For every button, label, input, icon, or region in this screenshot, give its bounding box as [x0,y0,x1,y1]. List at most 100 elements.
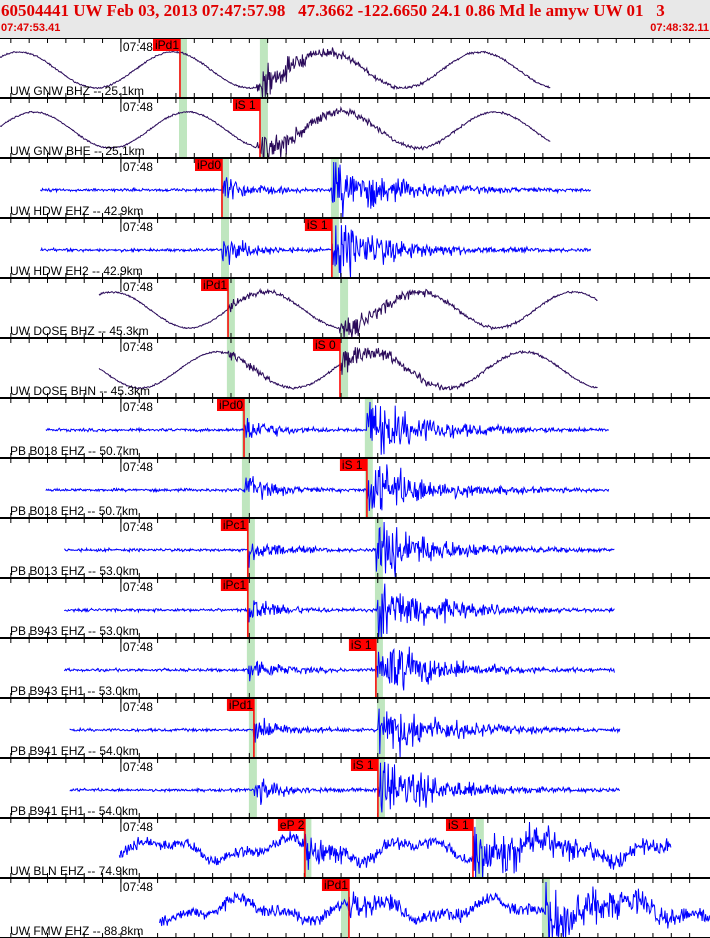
waveform-trace [0,105,551,159]
pick-window-band [241,458,250,518]
window-end-time: 07:48:32.11 [650,22,709,34]
station-label: UW DOSE BHZ -- 45.3km [10,324,149,338]
window-start-time: 07:47:53.41 [1,22,61,34]
pick-label: iS 1 [351,638,372,652]
station-label: PB B018 EH2 -- 50.7km [10,504,138,518]
station-label: UW DOSE BHN -- 45.3km [10,384,150,398]
trace-panel: 07:48 PB B013 EHZ -- 53.0km iPc1 [0,517,710,579]
minute-mark-label: 07:48 [123,100,153,114]
pick-label: iPc1 [223,518,247,532]
trace-panel: 07:48 UW DOSE BHZ -- 45.3km iPd1 [0,277,710,339]
trace-panel: 07:48 UW BLN EHZ -- 74.9km eP 2 iS 1 [0,817,710,879]
minute-mark-label: 07:48 [123,460,153,474]
event-title: 60504441 UW Feb 03, 2013 07:47:57.98 47.… [1,1,665,20]
trace-panel: 07:48 PB B943 EHZ -- 53.0km iPc1 [0,577,710,639]
station-label: PB B018 EHZ -- 50.7km [10,444,139,458]
waveform-trace [69,708,621,758]
pick-label: iS 1 [235,98,256,112]
station-label: UW FMW EHZ -- 88.8km [10,924,143,938]
pick-window-band [340,278,349,338]
waveform-trace [98,347,598,391]
pick-label-box [339,459,367,471]
pick-window-band [226,338,235,398]
waveform-trace [118,821,672,879]
pick-label-box [152,39,180,51]
pick-label: iPd1 [229,698,253,712]
pick-window-band [248,758,257,818]
pick-window-band [259,98,268,158]
trace-panel: 07:48 UW DOSE BHN -- 45.3km iS 0 [0,337,710,399]
station-label: UW GNW BHE -- 25.1km [10,144,145,158]
pick-window-band [340,878,349,938]
pick-window-band [178,98,187,158]
minute-mark-label: 07:48 [123,160,153,174]
trace-panel: 07:48 PB B018 EH2 -- 50.7km iS 1 [0,457,710,519]
pick-label-box [232,99,260,111]
trace-panel: 07:48 PB B943 EH1 -- 53.0km iS 1 [0,637,710,699]
pick-window-band [259,38,268,98]
pick-window-band [374,638,383,698]
minute-mark-label: 07:48 [123,820,153,834]
pick-label: iPc1 [223,578,247,592]
station-label: UW HDW EHZ -- 42.9km [10,204,143,218]
station-label: PB B943 EHZ -- 53.0km [10,624,139,638]
pick-label-box [350,759,378,771]
minute-mark-label: 07:48 [123,700,153,714]
waveform-trace [69,761,620,813]
pick-label: iPd0 [219,398,243,412]
pick-label-box [445,819,473,831]
trace-panel: 07:48 PB B941 EHZ -- 54.0km iPd1 [0,697,710,759]
pick-window-band [374,578,383,638]
trace-panel: 07:48 PB B018 EHZ -- 50.7km iPd0 [0,397,710,459]
pick-label: iS 1 [353,758,374,772]
pick-label-box [277,819,305,831]
pick-window-band [330,218,339,278]
pick-label: iPd1 [324,878,348,892]
waveform-trace [40,161,591,219]
pick-label: iPd0 [197,158,221,172]
minute-mark-label: 07:48 [123,640,153,654]
pick-label: eP 2 [280,818,305,832]
station-label: PB B943 EH1 -- 53.0km [10,684,138,698]
waveform-trace [64,583,615,639]
pick-label: iS 0 [315,338,336,352]
pick-label: iPd1 [203,278,227,292]
trace-panel: 07:48 UW GNW BHE -- 25.1km iS 1 [0,97,710,159]
pick-label: iS 1 [307,218,328,232]
trace-panel: 07:48 UW GNW BHZ -- 25.1km iPd1 [0,38,710,99]
pick-label: iPd1 [155,38,179,52]
waveform-trace [64,521,615,578]
minute-mark-label: 07:48 [123,280,153,294]
pick-label-box [348,639,376,651]
minute-mark-label: 07:48 [123,40,153,54]
minute-mark-label: 07:48 [123,520,153,534]
waveform-trace [0,47,551,99]
pick-label-box [304,219,332,231]
station-label: PB B013 EHZ -- 53.0km [10,564,139,578]
minute-mark-label: 07:48 [123,400,153,414]
pick-label-box [226,699,254,711]
trace-panel: 07:48 UW FMW EHZ -- 88.8km iPd1 [0,877,710,938]
pick-window-band [246,518,255,578]
trace-panel: 07:48 UW HDW EH2 -- 42.9km iS 1 [0,217,710,279]
pick-window-band [246,578,255,638]
station-label: UW HDW EH2 -- 42.9km [10,264,143,278]
minute-mark-label: 07:48 [123,340,153,354]
pick-window-band [364,398,373,458]
pick-window-band [340,338,349,398]
pick-label-box [194,159,222,171]
minute-mark-label: 07:48 [123,760,153,774]
waveform-trace [40,225,592,279]
pick-label-box [220,579,248,591]
station-label: UW GNW BHZ -- 25.1km [10,84,144,98]
waveform-trace [45,401,610,455]
waveform-trace [159,881,710,938]
pick-label-box [220,519,248,531]
pick-window-band [248,698,257,758]
waveform-trace [45,464,610,512]
minute-mark-label: 07:48 [123,580,153,594]
station-label: PB B941 EH1 -- 54.0km [10,804,138,818]
minute-mark-label: 07:48 [123,220,153,234]
header-bar: 60504441 UW Feb 03, 2013 07:47:57.98 47.… [0,0,710,38]
